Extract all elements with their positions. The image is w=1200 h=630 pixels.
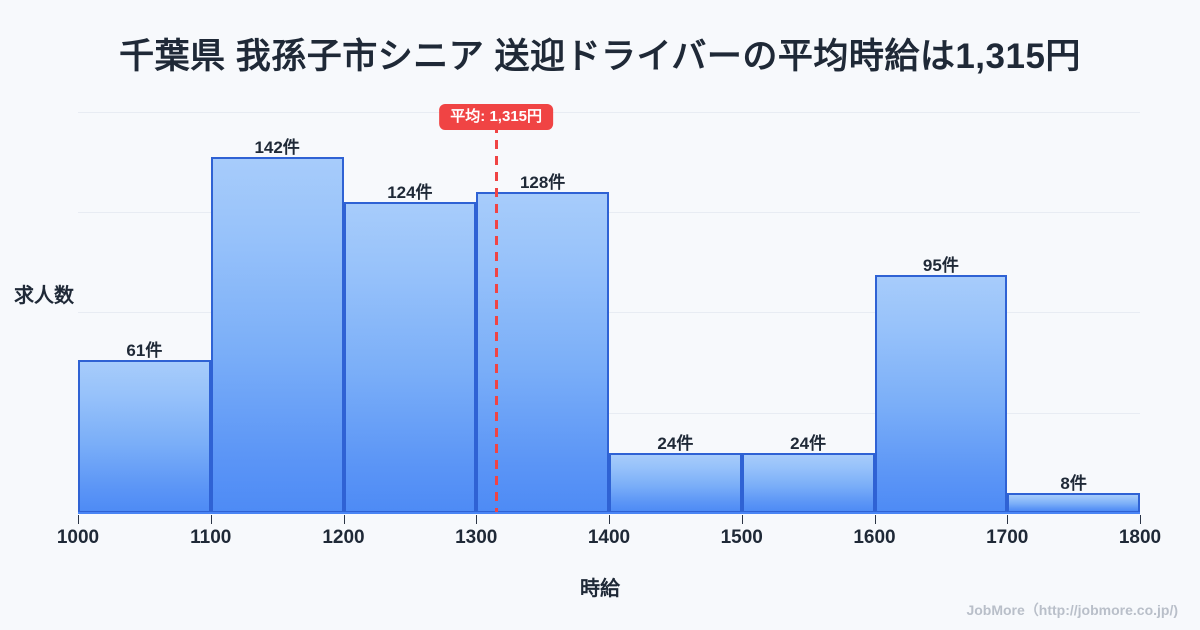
x-axis-tick-label: 1800 <box>1118 527 1162 548</box>
x-axis-title: 時給 <box>580 578 620 600</box>
gridline <box>78 211 1140 213</box>
x-axis-tick <box>210 515 212 524</box>
x-axis-tick-label: 1700 <box>986 527 1029 548</box>
gridline <box>78 412 1140 414</box>
y-axis-title: 求人数 <box>14 285 74 307</box>
bar[interactable] <box>78 359 211 513</box>
bar-value-label: 24件 <box>657 433 694 453</box>
x-axis-tick-label: 1500 <box>720 527 763 548</box>
average-badge: 平均: 1,315円 <box>439 104 554 131</box>
watermark-footer: JobMore（http://jobmore.co.jp/) <box>966 602 1178 618</box>
bar[interactable] <box>1007 492 1140 513</box>
gridline <box>78 312 1140 314</box>
bar[interactable] <box>476 191 609 513</box>
x-axis-tick-label: 1600 <box>853 527 896 548</box>
gridline <box>78 111 1140 113</box>
x-axis-tick-label: 1000 <box>56 527 100 548</box>
gridlines-layer <box>78 99 1140 513</box>
x-axis-tick <box>343 515 345 524</box>
bar[interactable] <box>874 274 1008 513</box>
x-axis-tick-label: 1100 <box>190 527 232 548</box>
bar-value-label: 128件 <box>519 172 566 192</box>
x-axis-tick <box>476 515 478 524</box>
bar-value-label: 124件 <box>387 182 433 202</box>
x-axis-line <box>78 512 1140 514</box>
bar[interactable] <box>210 156 344 513</box>
bar[interactable] <box>609 452 742 513</box>
bar-value-label: 24件 <box>790 433 827 453</box>
x-axis-tick <box>1007 515 1009 524</box>
x-axis-tick <box>609 515 610 524</box>
chart-title: 千葉県 我孫子市シニア 送迎ドライバーの平均時給は1,315円 <box>119 37 1081 76</box>
bar[interactable] <box>343 201 477 513</box>
x-axis-tick <box>874 515 876 524</box>
x-axis-tick <box>78 515 79 524</box>
x-axis-tick-label: 1400 <box>587 527 631 548</box>
bars-layer: 61件 142件 124件 128件 24件 24件 95件 8件 <box>78 99 1140 513</box>
bar-value-label: 8件 <box>1060 473 1087 493</box>
x-axis-tick <box>1140 515 1141 524</box>
x-axis-tick-label: 1300 <box>455 527 498 548</box>
average-dashed-line <box>494 124 498 513</box>
x-axis-tick-label: 1200 <box>322 527 365 548</box>
x-axis-tick <box>741 515 743 524</box>
bar[interactable] <box>741 452 875 513</box>
bar-value-label: 95件 <box>922 255 959 275</box>
bar-value-label: 61件 <box>126 340 163 360</box>
bar-value-label: 142件 <box>254 137 300 157</box>
